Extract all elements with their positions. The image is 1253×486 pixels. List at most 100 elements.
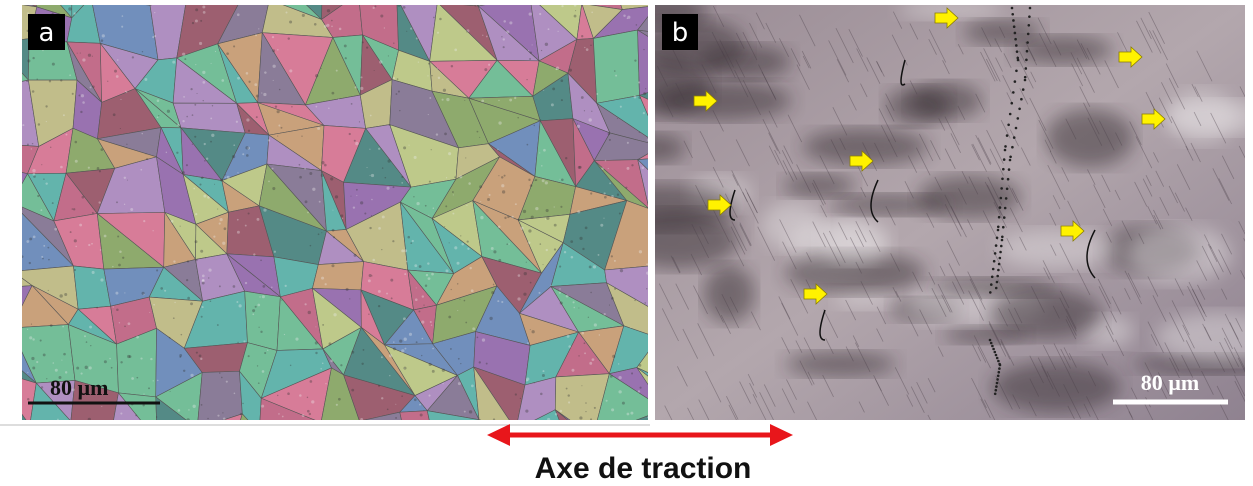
texture [498, 121, 502, 125]
texture [91, 270, 95, 274]
texture [926, 212, 935, 228]
texture [906, 394, 914, 407]
texture [1030, 286, 1045, 313]
texture [779, 38, 790, 57]
texture [988, 338, 992, 342]
texture [855, 261, 862, 274]
texture [1223, 337, 1240, 367]
texture [59, 294, 63, 298]
texture [379, 60, 383, 64]
texture [605, 282, 648, 335]
texture [1053, 343, 1070, 375]
texture [450, 64, 454, 68]
panel-label: a [39, 18, 55, 48]
texture [368, 313, 370, 315]
texture [1025, 49, 1029, 53]
texture [71, 208, 74, 210]
texture [630, 411, 634, 415]
texture [593, 323, 597, 327]
texture [459, 298, 461, 300]
texture [715, 306, 724, 323]
texture [340, 214, 344, 217]
texture [37, 194, 40, 198]
texture [1007, 168, 1011, 171]
texture [835, 28, 854, 64]
texture [436, 31, 440, 34]
texture [1152, 295, 1167, 322]
texture [638, 96, 641, 99]
texture [1012, 394, 1021, 410]
texture [825, 338, 834, 354]
texture [427, 277, 431, 281]
texture [258, 28, 260, 30]
texture [995, 375, 1013, 410]
texture [1086, 396, 1099, 420]
texture [442, 88, 447, 92]
texture [22, 208, 23, 210]
texture [392, 76, 396, 80]
texture [315, 351, 318, 355]
texture [1124, 270, 1142, 305]
texture [655, 133, 686, 163]
texture [563, 250, 567, 254]
texture [885, 206, 896, 226]
texture [173, 260, 176, 263]
texture [573, 5, 577, 7]
texture [126, 143, 128, 145]
texture [298, 163, 301, 166]
texture [488, 193, 491, 196]
texture [1004, 145, 1007, 148]
texture [32, 56, 35, 60]
texture [597, 253, 600, 256]
texture [972, 143, 987, 172]
texture [1065, 118, 1077, 140]
texture [314, 341, 318, 345]
texture [415, 37, 418, 40]
texture [555, 66, 560, 70]
texture [993, 252, 997, 255]
texture [26, 143, 29, 146]
texture [169, 391, 171, 393]
texture [330, 359, 334, 363]
texture [428, 180, 431, 183]
texture [735, 59, 746, 78]
texture [1202, 323, 1212, 341]
panel-label: b [672, 18, 689, 48]
texture [987, 176, 1003, 206]
texture [36, 360, 39, 364]
texture [31, 356, 35, 361]
texture [637, 390, 641, 393]
texture [373, 70, 375, 72]
texture [158, 115, 160, 117]
texture [683, 140, 693, 159]
texture [742, 31, 758, 61]
texture [721, 50, 736, 79]
texture [547, 28, 550, 31]
texture [1052, 305, 1060, 319]
texture [583, 110, 586, 112]
texture [590, 291, 592, 294]
texture [370, 215, 372, 217]
texture [278, 88, 281, 91]
texture [939, 265, 946, 277]
texture [278, 124, 281, 127]
texture [466, 240, 469, 243]
texture [998, 256, 1002, 260]
texture [1110, 310, 1117, 323]
texture [631, 372, 634, 375]
scale-bar-label: 80 µm [50, 375, 109, 400]
texture [116, 308, 119, 312]
texture [277, 394, 279, 397]
texture [416, 201, 420, 206]
texture [388, 354, 393, 358]
texture [81, 195, 85, 199]
texture [885, 86, 951, 126]
texture [1008, 308, 1020, 331]
texture [1070, 52, 1083, 75]
texture [739, 381, 751, 404]
texture [372, 6, 375, 9]
texture [321, 232, 323, 234]
texture [181, 171, 185, 175]
texture [554, 373, 610, 420]
texture [334, 195, 339, 199]
